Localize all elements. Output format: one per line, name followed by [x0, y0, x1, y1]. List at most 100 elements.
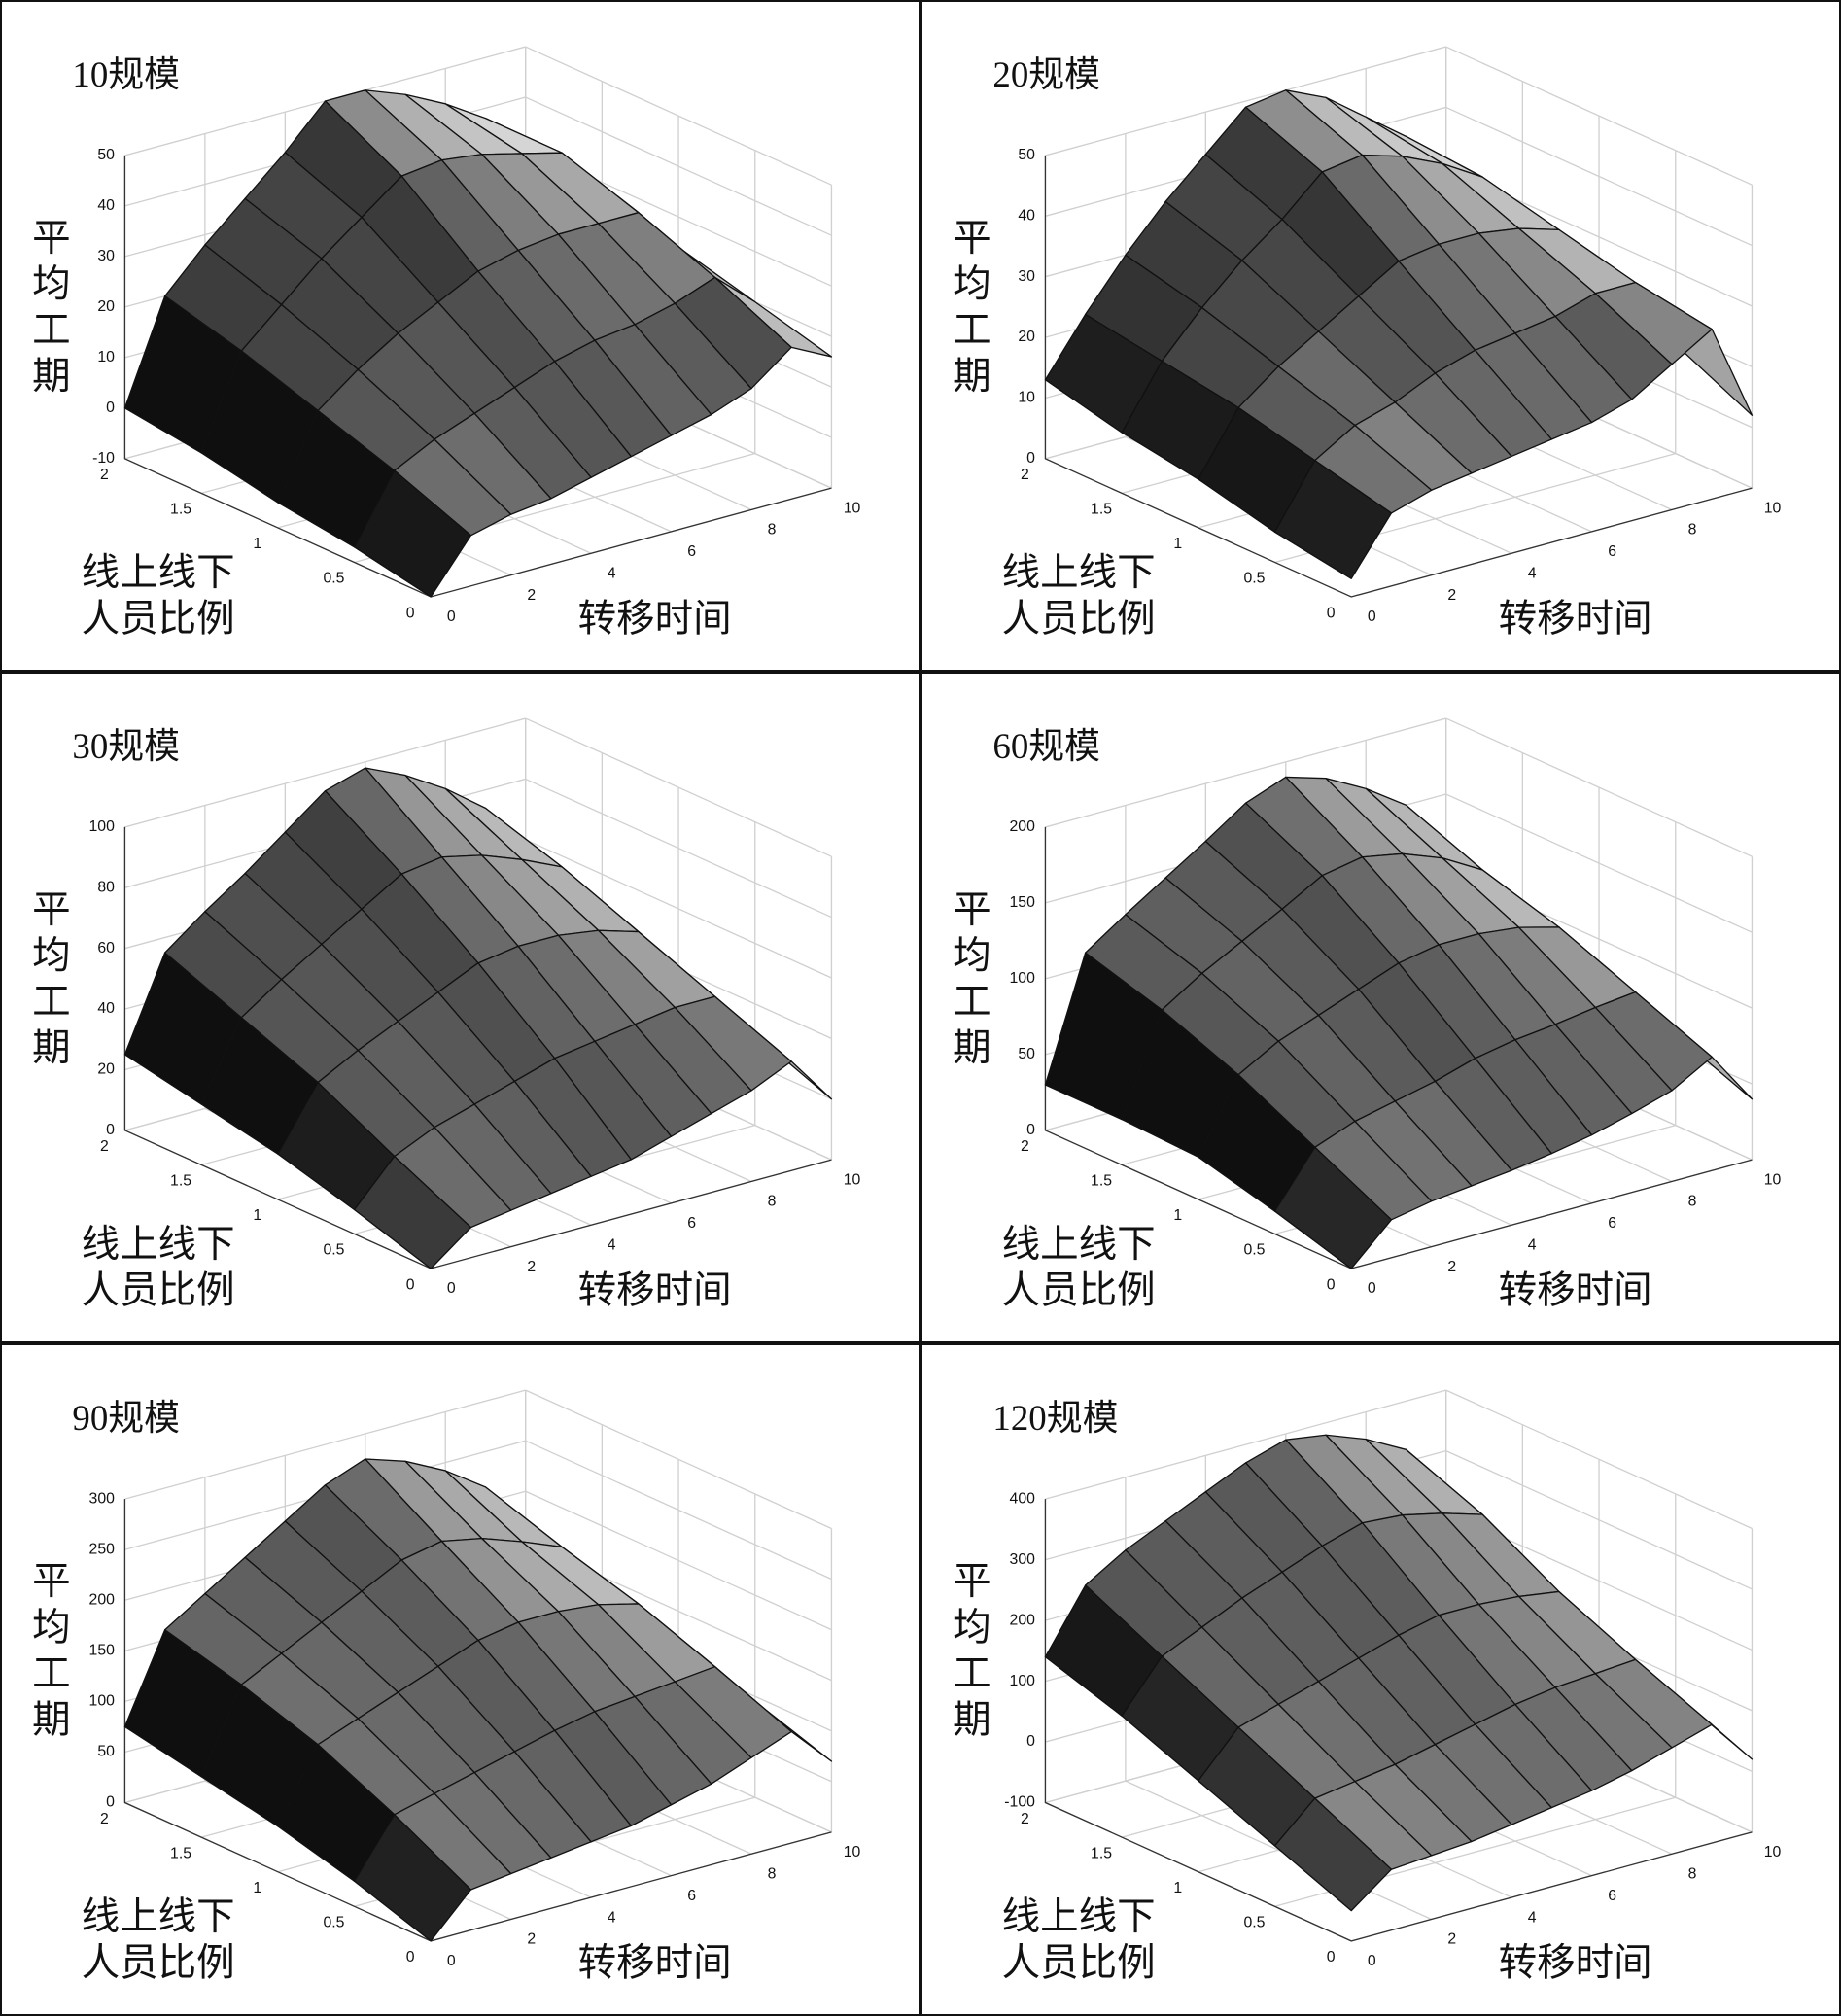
y-tick-label: 0.5 — [1243, 1242, 1265, 1259]
z-tick-label: 250 — [89, 1541, 116, 1557]
panel: -10 0 10 20 30 40 50 0 0.5 1 1.5 2 0 2 4 6 8 10 10规模 平均工期 线上… — [0, 0, 920, 672]
wall-grid-line — [124, 1389, 526, 1500]
z-axis-label: 平均工期 — [26, 1560, 69, 1745]
wall-grid-line — [1045, 717, 1446, 828]
z-tick-label: 10 — [97, 349, 115, 365]
x-tick-label: 10 — [844, 1171, 861, 1188]
panel: 0 50 100 150 200 0 0.5 1 1.5 2 0 2 4 6 8 10 60规模 平均工期 线上线下… — [920, 672, 1841, 1343]
z-tick-label: 100 — [89, 1693, 116, 1710]
y-axis-label: 人员比例 — [82, 1941, 235, 1984]
y-axis-label: 线上线下 — [82, 1223, 235, 1266]
y-tick-label: 2 — [1021, 1811, 1029, 1827]
x-axis-label: 转移时间 — [1499, 1269, 1652, 1312]
y-tick-label: 0 — [1327, 1949, 1336, 1965]
surface-face — [1273, 1797, 1393, 1912]
x-tick-label: 4 — [1528, 1909, 1537, 1926]
panel: 0 50 100 150 200 250 300 0 0.5 1 1.5 2 0 2 4 6 8 10 90规模 平均… — [0, 1343, 920, 2016]
x-tick-label: 2 — [1447, 587, 1456, 604]
axis-line — [123, 826, 832, 1269]
z-axis-label: 平均工期 — [947, 1560, 990, 1745]
x-tick-label: 0 — [1368, 1953, 1376, 1969]
z-axis-label: 平均工期 — [947, 888, 990, 1072]
y-tick-label: 0.5 — [323, 1915, 344, 1931]
x-tick-label: 0 — [447, 1953, 456, 1969]
surface-face — [353, 1155, 472, 1269]
wall-grid-line — [1445, 793, 1753, 933]
chart-title: 10规模 — [72, 54, 180, 94]
wall-grid-line — [525, 778, 832, 919]
y-tick-label: 0 — [406, 605, 415, 621]
x-tick-label: 0 — [1368, 1280, 1376, 1297]
x-tick-label: 8 — [768, 1866, 777, 1883]
x-tick-label: 6 — [1608, 1888, 1616, 1904]
z-tick-label: 40 — [1018, 207, 1035, 224]
x-axis-label: 转移时间 — [578, 598, 732, 641]
y-axis-label: 线上线下 — [1002, 551, 1156, 594]
x-tick-label: 0 — [447, 1280, 456, 1297]
z-tick-label: 200 — [89, 1591, 116, 1608]
x-axis-label: 转移时间 — [578, 1269, 732, 1312]
y-tick-label: 2 — [1021, 1138, 1029, 1155]
z-axis-label: 平均工期 — [947, 217, 990, 400]
z-tick-label: 10 — [1018, 390, 1035, 406]
y-axis-label: 人员比例 — [1002, 1269, 1156, 1312]
x-tick-label: 8 — [768, 522, 777, 539]
z-tick-label: 300 — [89, 1490, 116, 1507]
surface-face — [353, 469, 472, 598]
x-tick-label: 0 — [447, 608, 456, 625]
y-axis-label: 线上线下 — [1002, 1223, 1156, 1266]
y-tick-label: 0 — [1327, 1276, 1336, 1293]
y-axis-label: 人员比例 — [1002, 1941, 1156, 1984]
y-tick-label: 2 — [100, 1811, 109, 1827]
wall-grid-line — [525, 96, 832, 236]
surface-face — [1273, 1146, 1393, 1269]
x-tick-label: 4 — [1528, 565, 1537, 581]
wall-grid-line — [1045, 1389, 1446, 1500]
y-tick-label: 1.5 — [170, 1845, 191, 1861]
wall-grid-line — [525, 839, 832, 979]
wall-grid-line — [1445, 46, 1753, 186]
chart-title: 60规模 — [992, 726, 1100, 766]
chart-title: 30规模 — [72, 726, 180, 766]
wall-grid-line — [525, 717, 832, 857]
x-tick-label: 2 — [1447, 1931, 1456, 1948]
z-tick-label: 100 — [89, 818, 116, 835]
x-tick-label: 2 — [1447, 1259, 1456, 1275]
wall-grid-line — [525, 1440, 832, 1581]
chart-title: 90规模 — [72, 1398, 180, 1438]
y-tick-label: 0 — [406, 1949, 415, 1965]
z-tick-label: -100 — [1004, 1794, 1035, 1811]
y-tick-label: 1.5 — [170, 1173, 191, 1190]
y-tick-label: 1 — [1173, 1880, 1182, 1896]
z-tick-label: 0 — [106, 1122, 115, 1138]
panel: -100 0 100 200 300 400 0 0.5 1 1.5 2 0 2 4 6 8 10 120规模 平均… — [920, 1343, 1841, 2016]
x-tick-label: 10 — [1764, 1171, 1782, 1188]
surface-face — [353, 1814, 472, 1942]
z-tick-label: 200 — [1010, 818, 1036, 835]
x-tick-label: 4 — [608, 1909, 616, 1926]
y-axis-label: 人员比例 — [82, 1269, 235, 1312]
z-tick-label: 0 — [1026, 450, 1035, 467]
wall-grid-line — [525, 1490, 832, 1631]
z-tick-label: 300 — [1010, 1551, 1036, 1568]
z-tick-label: 30 — [97, 248, 115, 264]
z-tick-label: 20 — [1018, 329, 1035, 345]
axis-line — [1044, 1499, 1753, 1942]
axis-line — [1044, 826, 1753, 1269]
axis-line — [123, 1499, 832, 1942]
z-tick-label: 100 — [1010, 970, 1036, 987]
y-tick-label: 2 — [100, 1138, 109, 1155]
wall-grid-line — [1445, 1389, 1753, 1530]
chart: 05010015020000.511.52024681060规模平均工期线上线下… — [947, 717, 1782, 1312]
y-tick-label: 0 — [1327, 605, 1336, 621]
y-tick-label: 1.5 — [1091, 1173, 1112, 1190]
chart: 05010015020025030000.511.52024681090规模平均… — [26, 1389, 861, 1984]
chart: -100 0 100 200 300 400 0 0.5 1 1.5 2 0 2 4 6 8 10 120规模平均… — [947, 1389, 1782, 1984]
wall-grid-line — [1045, 46, 1446, 156]
z-tick-label: 150 — [1010, 894, 1036, 911]
y-tick-label: 1.5 — [170, 502, 191, 518]
x-tick-label: 2 — [527, 587, 536, 604]
y-axis-label: 线上线下 — [1002, 1895, 1156, 1938]
x-tick-label: 6 — [687, 1888, 696, 1904]
z-tick-label: 80 — [97, 879, 115, 895]
